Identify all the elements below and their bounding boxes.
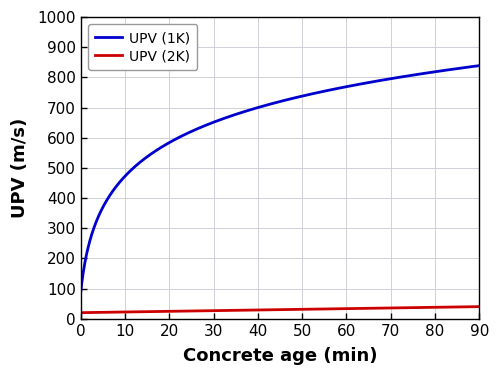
UPV (2K) [396,306,402,310]
UPV (2K) [254,308,260,312]
Line: UPV (2K): UPV (2K) [81,307,479,313]
UPV (2K) [352,306,358,311]
Line: UPV (1K): UPV (1K) [81,66,479,291]
UPV (2K) [388,306,394,310]
UPV (1K) [396,75,402,80]
UPV (1K) [78,289,84,294]
UPV (1K) [476,64,482,68]
X-axis label: Concrete age (min): Concrete age (min) [183,347,378,365]
UPV (1K) [388,76,394,81]
UPV (2K) [118,310,124,314]
UPV (2K) [476,305,482,309]
UPV (1K) [254,106,260,110]
UPV (1K) [118,178,124,182]
UPV (2K) [239,308,245,312]
Y-axis label: UPV (m/s): UPV (m/s) [11,118,29,218]
Legend: UPV (1K), UPV (2K): UPV (1K), UPV (2K) [88,24,198,70]
UPV (1K) [352,83,358,87]
UPV (1K) [239,110,245,115]
UPV (2K) [78,311,84,315]
